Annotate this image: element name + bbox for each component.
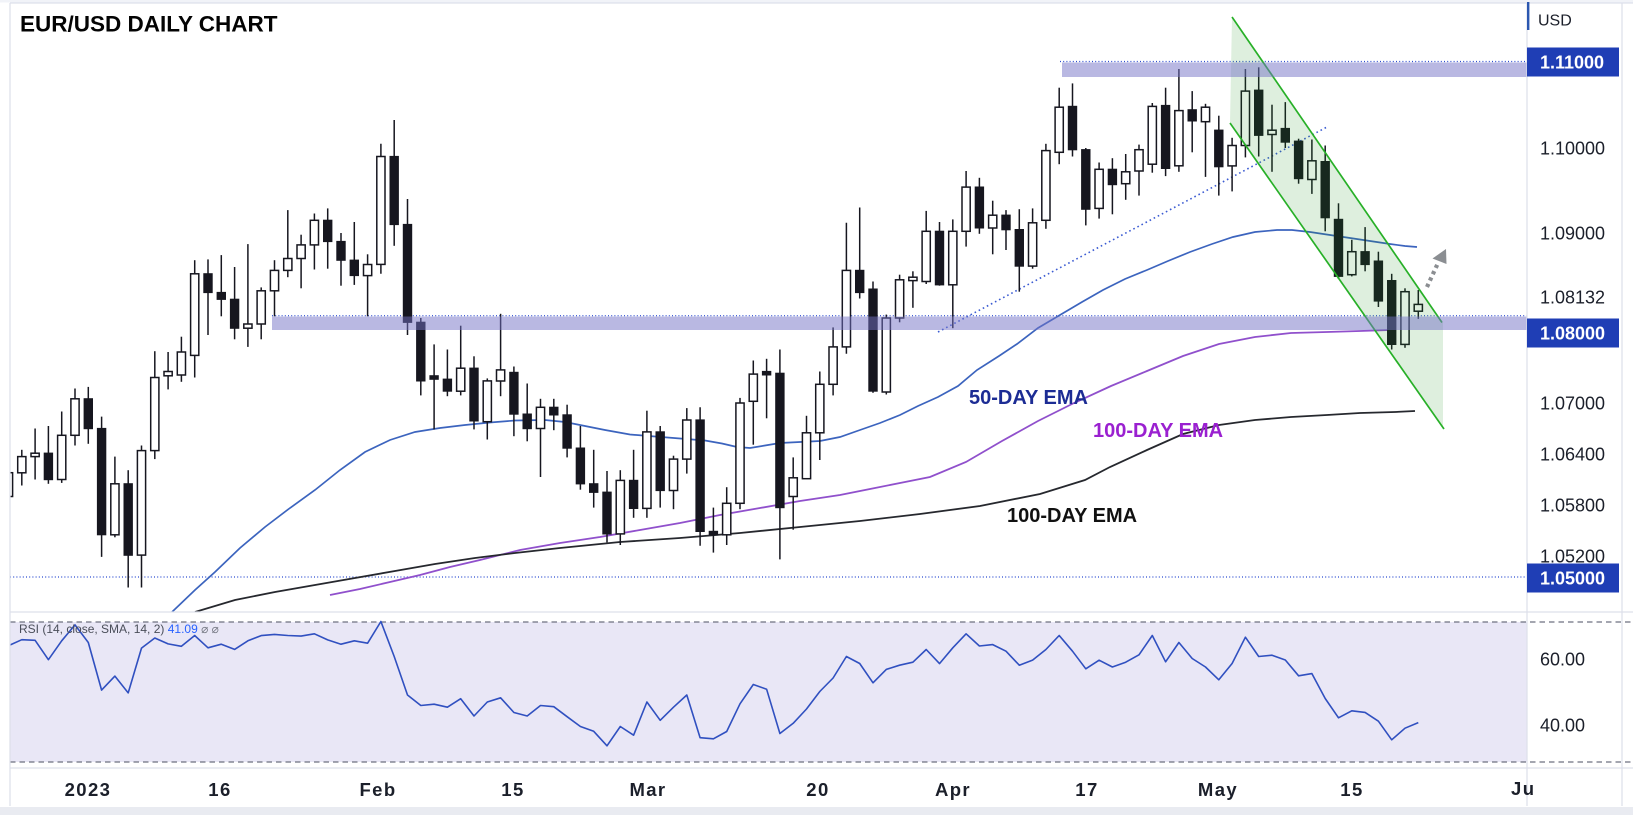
svg-text:17: 17 [1075,779,1098,800]
svg-text:60.00: 60.00 [1540,649,1585,669]
svg-text:1.08000: 1.08000 [1540,323,1605,343]
svg-text:1.05800: 1.05800 [1540,495,1605,515]
svg-text:Mar: Mar [629,779,666,800]
svg-text:1.05200: 1.05200 [1540,546,1605,566]
svg-text:May: May [1198,779,1238,800]
svg-text:50-DAY EMA: 50-DAY EMA [969,387,1088,409]
svg-text:Apr: Apr [935,779,971,800]
svg-text:16: 16 [208,779,231,800]
svg-text:1.06400: 1.06400 [1540,444,1605,464]
svg-text:USD: USD [1538,13,1572,30]
svg-text:100-DAY EMA: 100-DAY EMA [1093,420,1223,442]
svg-text:1.10000: 1.10000 [1540,138,1605,158]
svg-text:15: 15 [501,779,524,800]
svg-text:15: 15 [1340,779,1363,800]
svg-text:1.05000: 1.05000 [1540,568,1605,588]
svg-text:Feb: Feb [359,779,396,800]
svg-text:1.08132: 1.08132 [1540,287,1605,307]
svg-text:20: 20 [806,779,829,800]
svg-text:RSI (14, close, SMA, 14, 2) 41: RSI (14, close, SMA, 14, 2) 41.09 ⌀ ⌀ [19,622,219,636]
svg-text:Ju: Ju [1511,778,1535,799]
svg-text:100-DAY EMA: 100-DAY EMA [1007,505,1137,527]
svg-text:40.00: 40.00 [1540,715,1585,735]
svg-text:1.09000: 1.09000 [1540,223,1605,243]
svg-text:1.11000: 1.11000 [1540,52,1604,72]
svg-text:2023: 2023 [65,779,112,800]
svg-text:1.07000: 1.07000 [1540,393,1605,413]
svg-text:EUR/USD DAILY CHART: EUR/USD DAILY CHART [20,12,278,37]
